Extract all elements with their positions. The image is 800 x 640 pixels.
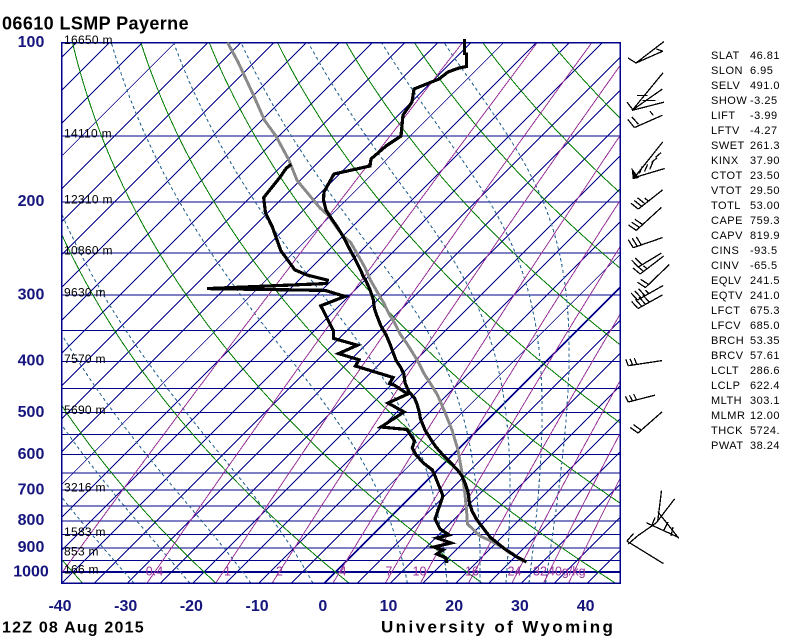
svg-text:1000: 1000	[13, 563, 49, 580]
svg-text:5690 m: 5690 m	[64, 403, 106, 417]
svg-text:BRCH: BRCH	[711, 335, 744, 347]
svg-text:4: 4	[340, 565, 347, 579]
svg-text:400: 400	[18, 353, 45, 370]
svg-text:7570 m: 7570 m	[64, 352, 106, 366]
svg-text:University of Wyoming: University of Wyoming	[381, 618, 615, 637]
svg-text:622.4: 622.4	[750, 380, 780, 392]
svg-text:3216 m: 3216 m	[64, 481, 106, 495]
svg-text:1583 m: 1583 m	[64, 525, 106, 539]
svg-text:7: 7	[386, 565, 393, 579]
svg-text:29.50: 29.50	[750, 185, 780, 197]
svg-text:-10: -10	[246, 598, 269, 615]
svg-text:-40: -40	[48, 598, 71, 615]
svg-text:SHOW: SHOW	[711, 95, 747, 107]
svg-text:166 m: 166 m	[64, 563, 99, 577]
svg-text:2: 2	[276, 565, 283, 579]
svg-text:0.4: 0.4	[146, 565, 163, 579]
svg-text:MLMR: MLMR	[711, 410, 745, 422]
svg-text:900: 900	[18, 539, 45, 556]
svg-text:12.00: 12.00	[750, 410, 780, 422]
svg-text:TOTL: TOTL	[711, 200, 741, 212]
svg-text:SLON: SLON	[711, 65, 743, 77]
svg-text:37.90: 37.90	[750, 155, 780, 167]
svg-text:6.95: 6.95	[750, 65, 773, 77]
svg-text:LIFT: LIFT	[711, 110, 736, 122]
svg-text:-30: -30	[114, 598, 137, 615]
svg-text:-93.5: -93.5	[750, 245, 778, 257]
svg-text:261.3: 261.3	[750, 140, 780, 152]
svg-text:500: 500	[18, 404, 45, 421]
svg-text:5724.: 5724.	[750, 425, 780, 437]
svg-text:241.5: 241.5	[750, 275, 780, 287]
svg-text:CTOT: CTOT	[711, 170, 743, 182]
svg-text:10: 10	[413, 565, 427, 579]
svg-text:CINS: CINS	[711, 245, 739, 257]
svg-text:KINX: KINX	[711, 155, 739, 167]
svg-text:491.0: 491.0	[750, 80, 780, 92]
svg-text:23.50: 23.50	[750, 170, 780, 182]
svg-text:-20: -20	[180, 598, 203, 615]
svg-text:303.1: 303.1	[750, 395, 780, 407]
svg-text:100: 100	[18, 34, 45, 51]
svg-text:-4.27: -4.27	[750, 125, 778, 137]
svg-text:853 m: 853 m	[64, 545, 99, 559]
svg-text:53.00: 53.00	[750, 200, 780, 212]
svg-text:06610 LSMP Payerne: 06610 LSMP Payerne	[2, 14, 189, 34]
svg-text:800: 800	[18, 512, 45, 529]
svg-text:CAPE: CAPE	[711, 215, 743, 227]
svg-text:VTOT: VTOT	[711, 185, 742, 197]
svg-text:241.0: 241.0	[750, 290, 780, 302]
svg-text:53.35: 53.35	[750, 335, 780, 347]
svg-text:20: 20	[445, 598, 463, 615]
svg-text:700: 700	[18, 481, 45, 498]
svg-text:685.0: 685.0	[750, 320, 780, 332]
svg-text:12310 m: 12310 m	[64, 192, 113, 206]
svg-text:16: 16	[465, 565, 479, 579]
svg-text:0: 0	[318, 598, 327, 615]
svg-text:LFTV: LFTV	[711, 125, 740, 137]
svg-text:300: 300	[18, 287, 45, 304]
svg-text:32: 32	[533, 565, 547, 579]
svg-text:EQTV: EQTV	[711, 290, 743, 302]
svg-text:12Z 08 Aug 2015: 12Z 08 Aug 2015	[2, 620, 145, 637]
svg-text:-3.25: -3.25	[750, 95, 778, 107]
svg-text:286.6: 286.6	[750, 365, 780, 377]
svg-text:200: 200	[18, 193, 45, 210]
svg-text:46.81: 46.81	[750, 50, 780, 62]
svg-text:LCLP: LCLP	[711, 380, 741, 392]
svg-text:LFCT: LFCT	[711, 305, 741, 317]
svg-text:-3.99: -3.99	[750, 110, 778, 122]
svg-text:SWET: SWET	[711, 140, 745, 152]
svg-text:40g/kg: 40g/kg	[548, 565, 586, 579]
svg-text:30: 30	[511, 598, 529, 615]
svg-text:PWAT: PWAT	[711, 440, 744, 452]
svg-text:10: 10	[380, 598, 398, 615]
svg-text:THCK: THCK	[711, 425, 743, 437]
svg-text:SELV: SELV	[711, 80, 740, 92]
svg-text:38.24: 38.24	[750, 440, 780, 452]
svg-text:675.3: 675.3	[750, 305, 780, 317]
svg-text:CINV: CINV	[711, 260, 739, 272]
svg-text:57.61: 57.61	[750, 350, 780, 362]
svg-text:EQLV: EQLV	[711, 275, 742, 287]
svg-text:759.3: 759.3	[750, 215, 780, 227]
svg-text:1: 1	[224, 565, 231, 579]
svg-text:16650 m: 16650 m	[64, 33, 113, 47]
svg-text:14110 m: 14110 m	[64, 126, 112, 140]
svg-text:LFCV: LFCV	[711, 320, 741, 332]
svg-text:10860 m: 10860 m	[64, 244, 113, 258]
svg-text:-65.5: -65.5	[750, 260, 778, 272]
svg-text:LCLT: LCLT	[711, 365, 739, 377]
svg-text:40: 40	[577, 598, 595, 615]
svg-text:819.9: 819.9	[750, 230, 780, 242]
svg-text:BRCV: BRCV	[711, 350, 744, 362]
svg-text:600: 600	[18, 446, 45, 463]
svg-text:9630 m: 9630 m	[64, 286, 106, 300]
svg-text:SLAT: SLAT	[711, 50, 740, 62]
svg-text:24: 24	[508, 565, 522, 579]
svg-text:CAPV: CAPV	[711, 230, 743, 242]
svg-text:MLTH: MLTH	[711, 395, 742, 407]
